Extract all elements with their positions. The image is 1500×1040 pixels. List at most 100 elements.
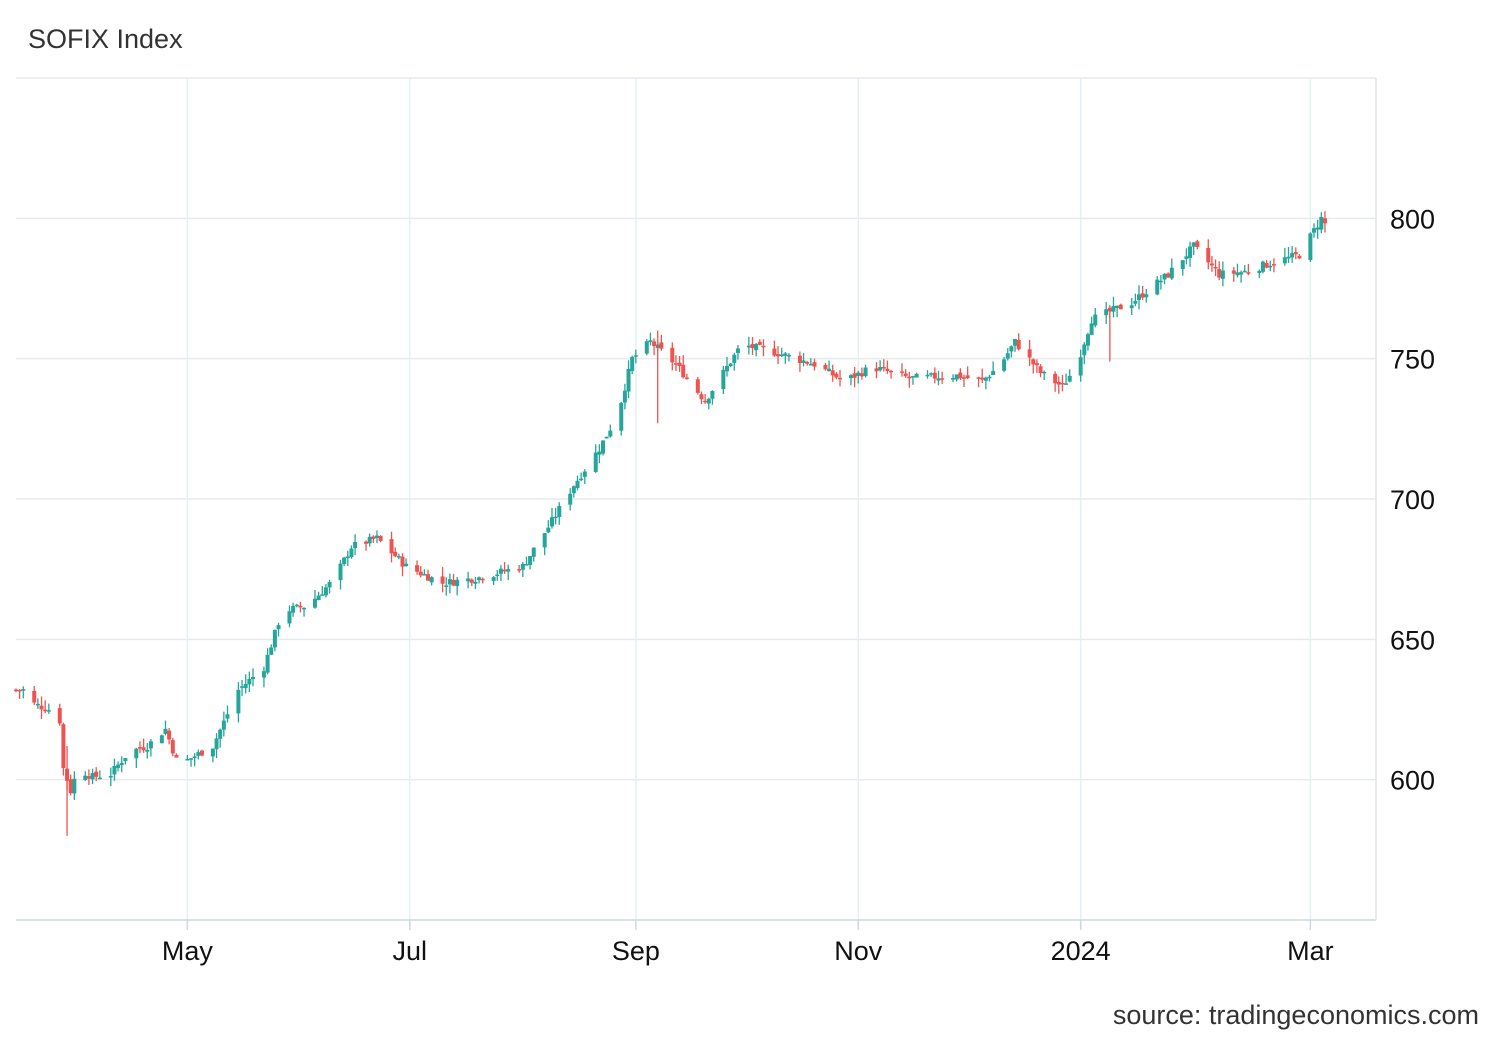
candle-up [1169, 267, 1174, 279]
candle-up [1155, 279, 1160, 295]
candle-up [1129, 305, 1134, 309]
x-tick-label: May [162, 936, 214, 966]
candle-up [827, 368, 832, 372]
y-tick-label: 600 [1390, 766, 1435, 796]
candle-up [429, 577, 434, 583]
candle-down [199, 750, 204, 756]
candle-up [1078, 357, 1083, 376]
candle-up [506, 569, 511, 572]
candle-up [735, 348, 740, 354]
candle-up [987, 376, 992, 379]
grid-lines [16, 77, 1376, 920]
candle-up [549, 517, 554, 527]
candle-down [673, 363, 678, 365]
candle-up [1115, 305, 1120, 309]
candle-up [83, 775, 88, 780]
candle-up [630, 356, 635, 371]
candle-up [593, 452, 598, 472]
candle-up [291, 606, 296, 613]
candle-down [426, 574, 431, 581]
candle-up [1239, 272, 1244, 275]
candle-up [863, 367, 868, 377]
candle-up [644, 341, 649, 354]
candle-down [1209, 263, 1214, 266]
candle-up [272, 629, 277, 648]
candle-up [579, 478, 584, 481]
candle-down [874, 368, 879, 372]
candle-up [604, 436, 609, 439]
candle-down [1140, 293, 1145, 298]
candle-up [571, 486, 576, 494]
candle-up [954, 374, 959, 380]
candle-up [21, 689, 26, 691]
candle-up [145, 749, 150, 752]
candle-up [732, 354, 737, 363]
candle-up [710, 390, 715, 399]
x-tick-label: Jul [393, 936, 428, 966]
candle-up [214, 738, 219, 750]
candle-down [1053, 373, 1058, 384]
candle-down [859, 373, 864, 377]
candle-down [681, 364, 686, 378]
candle-down [958, 372, 963, 379]
candle-down [761, 345, 766, 348]
candle-up [192, 756, 197, 758]
candle-up [520, 564, 525, 570]
candle-up [338, 563, 343, 581]
candle-up [553, 516, 558, 519]
x-tick-label: Nov [834, 936, 883, 966]
candle-down [1217, 269, 1222, 278]
candle-up [447, 579, 452, 585]
candle-up [196, 752, 201, 756]
candle-up [1312, 228, 1317, 233]
candle-up [404, 563, 409, 567]
candle-up [601, 440, 606, 454]
candle-down [659, 342, 664, 349]
candle-up [1315, 227, 1320, 230]
candle-up [856, 372, 861, 376]
candle-down [1060, 382, 1065, 385]
candle-down [364, 541, 369, 544]
candle-down [1293, 252, 1298, 255]
candle-up [159, 735, 164, 744]
candle-up [582, 471, 587, 477]
candle-up [1005, 353, 1010, 359]
candle-down [57, 708, 62, 724]
candle-down [137, 747, 142, 749]
candle-down [1166, 273, 1171, 278]
candle-up [1111, 306, 1116, 312]
candle-down [440, 576, 445, 584]
candle-down [940, 378, 945, 380]
y-tick-label: 800 [1390, 204, 1435, 234]
candle-down [903, 373, 908, 377]
y-tick-label: 700 [1390, 485, 1435, 515]
candle-down [1016, 340, 1021, 350]
candle-up [1308, 233, 1313, 260]
candle-up [342, 557, 347, 565]
candle-down [1213, 267, 1218, 269]
candle-down [961, 377, 966, 379]
candle-up [323, 587, 328, 596]
candle-up [97, 777, 102, 780]
candle-down [1322, 218, 1327, 224]
candle-up [546, 527, 551, 533]
candle-up [1013, 339, 1018, 346]
candle-up [929, 373, 934, 375]
candle-down [43, 709, 48, 712]
candle-up [119, 762, 124, 766]
candle-down [677, 362, 682, 367]
candle-down [517, 569, 522, 571]
candle-up [626, 368, 631, 392]
candle-up [575, 480, 580, 488]
candle-up [706, 398, 711, 404]
candle-up [1242, 270, 1247, 273]
candle-up [236, 689, 241, 714]
candle-up [473, 581, 478, 584]
candle-up [225, 714, 230, 719]
candle-up [721, 369, 726, 390]
chart-title: SOFIX Index [28, 24, 183, 54]
candle-down [670, 347, 675, 363]
axes: 600 650 700 750 800 May Jul Sep Nov 2024 Mar [16, 78, 1435, 966]
x-tick-label: Mar [1287, 936, 1334, 966]
candle-up [353, 541, 358, 549]
